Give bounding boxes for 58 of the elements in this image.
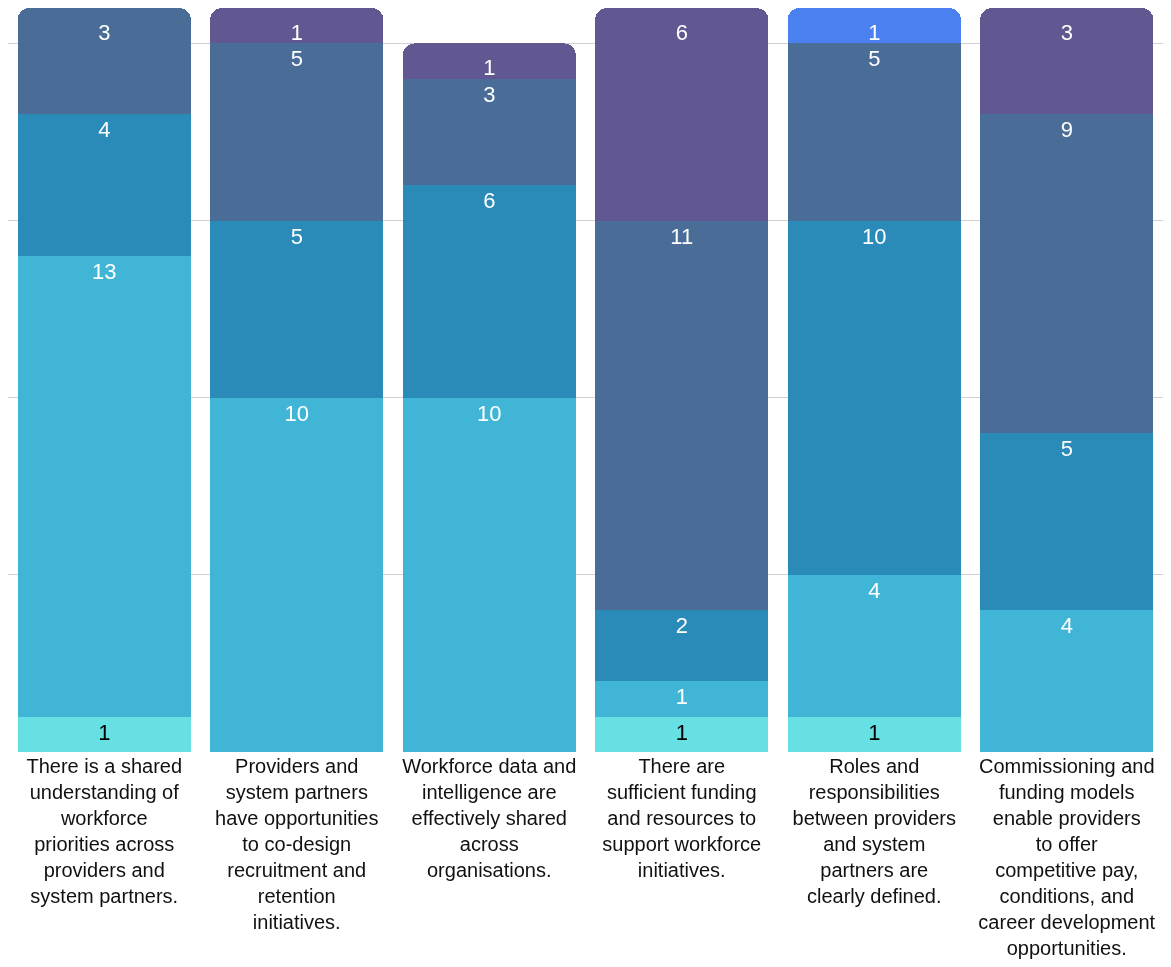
bar — [402, 397, 576, 752]
data-label: 5 — [868, 46, 881, 72]
data-label: 3 — [1060, 20, 1073, 45]
data-label: 5 — [290, 223, 303, 249]
x-tick-label: Workforce data and intelligence are effectively shared across organisations. — [402, 755, 577, 881]
bar — [595, 220, 769, 611]
bar — [210, 43, 384, 221]
data-label: 11 — [670, 223, 694, 249]
data-label: 4 — [98, 117, 111, 143]
bar — [595, 610, 769, 682]
bar — [402, 185, 576, 398]
data-label: 3 — [483, 81, 496, 107]
bar — [595, 681, 769, 717]
data-label: 4 — [1060, 613, 1073, 639]
bar — [980, 433, 1154, 611]
data-label: 1 — [290, 20, 303, 45]
bar — [210, 8, 384, 44]
x-tick-label: There are sufficient funding and resources to support workforce initiatives. — [602, 755, 762, 881]
data-label: 10 — [284, 400, 309, 426]
bar — [595, 8, 769, 221]
data-label: 1 — [675, 684, 688, 710]
x-tick-label: Commissioning and funding models enable providers to offer competitive pay, conditions, and career development opportunities. — [978, 755, 1156, 959]
x-tick-label: There is a shared understanding of workforce priorities across providers and system partners. — [26, 755, 183, 907]
bar — [787, 43, 961, 221]
bar — [980, 610, 1154, 752]
bar — [787, 574, 961, 717]
data-label: 4 — [868, 577, 881, 603]
data-label: 13 — [92, 259, 117, 284]
bar — [210, 220, 384, 398]
data-label: 5 — [290, 46, 303, 72]
data-label: 1 — [483, 55, 496, 81]
data-label: 1 — [675, 719, 688, 745]
x-tick-label: Roles and responsibilities between providers and system partners are clearly defined. — [792, 755, 956, 907]
data-label: 3 — [98, 20, 111, 45]
bar — [17, 8, 191, 115]
bar — [980, 8, 1154, 115]
data-label: 9 — [1060, 117, 1073, 143]
data-label: 10 — [862, 223, 887, 249]
bar — [17, 256, 191, 717]
bar — [787, 220, 961, 575]
data-label: 1 — [98, 719, 111, 745]
data-label: 1 — [868, 20, 881, 45]
bar — [210, 397, 384, 752]
bar — [402, 43, 576, 79]
data-label: 2 — [675, 613, 688, 639]
x-tick-label: Providers and system partners have opportunities to co-design recruitment and retention initiatives. — [215, 755, 379, 933]
bar — [17, 114, 191, 256]
data-label: 6 — [675, 20, 688, 45]
data-label: 6 — [483, 188, 496, 214]
bar — [402, 78, 576, 186]
bar — [17, 716, 191, 752]
data-label: 5 — [1060, 436, 1073, 462]
bar — [980, 114, 1154, 434]
data-label: 1 — [868, 719, 881, 745]
bar — [787, 716, 961, 752]
bar — [787, 8, 961, 44]
data-label: 10 — [477, 400, 502, 426]
bar — [595, 716, 769, 752]
